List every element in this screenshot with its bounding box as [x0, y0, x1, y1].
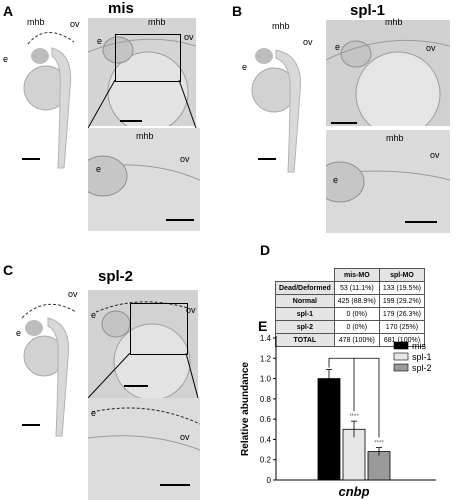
panel-title-c: spl-2	[98, 268, 134, 285]
significance-marker: ****	[349, 414, 359, 420]
label-ov-b3: ov	[430, 150, 440, 160]
table-row: spl-1 0 (0%) 179 (26.3%)	[275, 307, 426, 321]
legend-swatch	[393, 363, 409, 372]
embryo-whole-a	[23, 32, 75, 169]
y-tick-label: 1.0	[260, 375, 272, 384]
label-mhb-a2: mhb	[148, 17, 166, 27]
embryo-whole-c	[21, 303, 77, 437]
label-e-c2: e	[91, 310, 97, 320]
legend-swatch	[393, 341, 409, 350]
label-ov-c1: ov	[68, 289, 78, 299]
micrograph-c-head	[88, 290, 198, 398]
label-ov-a3: ov	[180, 154, 190, 164]
label-e-a2: e	[97, 36, 103, 46]
scale-bar-a3	[166, 219, 194, 221]
table-row-header: spl-1	[275, 307, 335, 321]
y-tick-label: 0.6	[260, 415, 272, 424]
table-header-mis: mis-MO	[333, 268, 380, 282]
panel-title-b: spl-1	[350, 2, 386, 19]
table-cell: 133 (19.5%)	[378, 281, 426, 295]
table-row-header: Normal	[275, 294, 335, 308]
panel-label-a: A	[3, 3, 14, 19]
table-header-row: mis-MO spl-MO	[275, 268, 426, 282]
panel-label-d: D	[260, 242, 271, 258]
table-row: spl-2 0 (0%) 170 (25%)	[275, 320, 426, 334]
label-ov-a1: ov	[70, 19, 80, 29]
morphology-table: mis-MO spl-MO Dead/Deformed 53 (11.1%) 1…	[275, 268, 426, 347]
table-cell: 170 (25%)	[378, 320, 426, 334]
y-tick-label: 0.4	[260, 435, 272, 444]
label-mhb-a1: mhb	[27, 17, 45, 27]
table-row-header: TOTAL	[275, 333, 335, 347]
micrograph-b-zoom	[326, 130, 450, 233]
bar-mis	[317, 378, 341, 481]
panel-title-a: mis	[108, 0, 134, 17]
bar-spl-2	[367, 451, 391, 481]
table-cell: 478 (100%)	[333, 333, 380, 347]
y-tick-label: 0.8	[260, 395, 272, 404]
bar-chart: Relative abundance cnbp 0 0.2 0.4 0.6 0.8 1.0…	[240, 334, 436, 499]
micrograph-b-head	[326, 20, 450, 126]
legend-label: spl-2	[412, 363, 432, 373]
y-tick-label: 1.4	[260, 334, 272, 343]
scale-bar-c1	[22, 424, 40, 426]
label-e-c3: e	[91, 408, 97, 418]
micrograph-c-zoom	[88, 398, 200, 500]
significance-marker: ****	[374, 441, 384, 447]
embryo-whole-b	[251, 48, 301, 173]
label-mhb-b3: mhb	[386, 133, 404, 143]
table-header-spl: spl-MO	[378, 268, 426, 282]
y-axis-label: Relative abundance	[240, 362, 251, 456]
label-e-c1: e	[16, 328, 22, 338]
table-row: Normal 425 (88.9%) 199 (29.2%)	[275, 294, 426, 308]
table-row: TOTAL 478 (100%) 681 (100%)	[275, 333, 426, 347]
y-tick-label: 1.2	[260, 354, 272, 363]
label-ov-b2: ov	[426, 43, 436, 53]
table-cell: 425 (88.9%)	[333, 294, 380, 308]
scale-bar-c3	[160, 484, 190, 486]
zoom-box-a	[115, 34, 181, 82]
label-e-a1: e	[3, 54, 9, 64]
label-mhb-a3: mhb	[136, 131, 154, 141]
table-corner	[275, 268, 335, 282]
table-row-header: spl-2	[275, 320, 335, 334]
label-e-b1: e	[242, 62, 248, 72]
table-row: Dead/Deformed 53 (11.1%) 133 (19.5%)	[275, 281, 426, 295]
legend-swatch	[393, 352, 409, 361]
zoom-box-c	[130, 303, 188, 355]
table-cell: 53 (11.1%)	[333, 281, 380, 295]
label-mhb-b1: mhb	[272, 21, 290, 31]
table-cell: 199 (29.2%)	[378, 294, 426, 308]
label-ov-a2: ov	[184, 32, 194, 42]
scale-bar-c2	[124, 385, 148, 387]
table-row-header: Dead/Deformed	[275, 281, 335, 295]
y-tick-label: 0.2	[260, 456, 272, 465]
panel-label-e: E	[258, 318, 268, 334]
label-ov-b1: ov	[303, 37, 313, 47]
scale-bar-a2	[120, 120, 142, 122]
label-mhb-b2: mhb	[385, 17, 403, 27]
table-cell: 0 (0%)	[333, 307, 380, 321]
legend-label: spl-1	[412, 352, 432, 362]
zoom-lines-c	[88, 353, 199, 398]
legend-label: mis	[412, 341, 426, 351]
label-ov-c2: ov	[186, 305, 196, 315]
scale-bar-b2	[331, 122, 357, 124]
micrograph-a-zoom	[88, 128, 200, 231]
table-cell: 179 (26.3%)	[378, 307, 426, 321]
scale-bar-b1	[258, 158, 276, 160]
label-e-b3: e	[333, 175, 339, 185]
panel-label-b: B	[232, 3, 243, 19]
label-e-b2: e	[335, 42, 341, 52]
y-tick-label: 0	[267, 476, 272, 485]
label-e-a3: e	[96, 164, 102, 174]
label-ov-c3: ov	[180, 432, 190, 442]
scale-bar-a1	[22, 158, 40, 160]
panel-label-c: C	[3, 262, 14, 278]
micrograph-a-head	[88, 18, 196, 126]
scale-bar-b3	[405, 221, 437, 223]
x-axis-label: cnbp	[338, 484, 369, 499]
zoom-lines-a	[88, 80, 197, 128]
